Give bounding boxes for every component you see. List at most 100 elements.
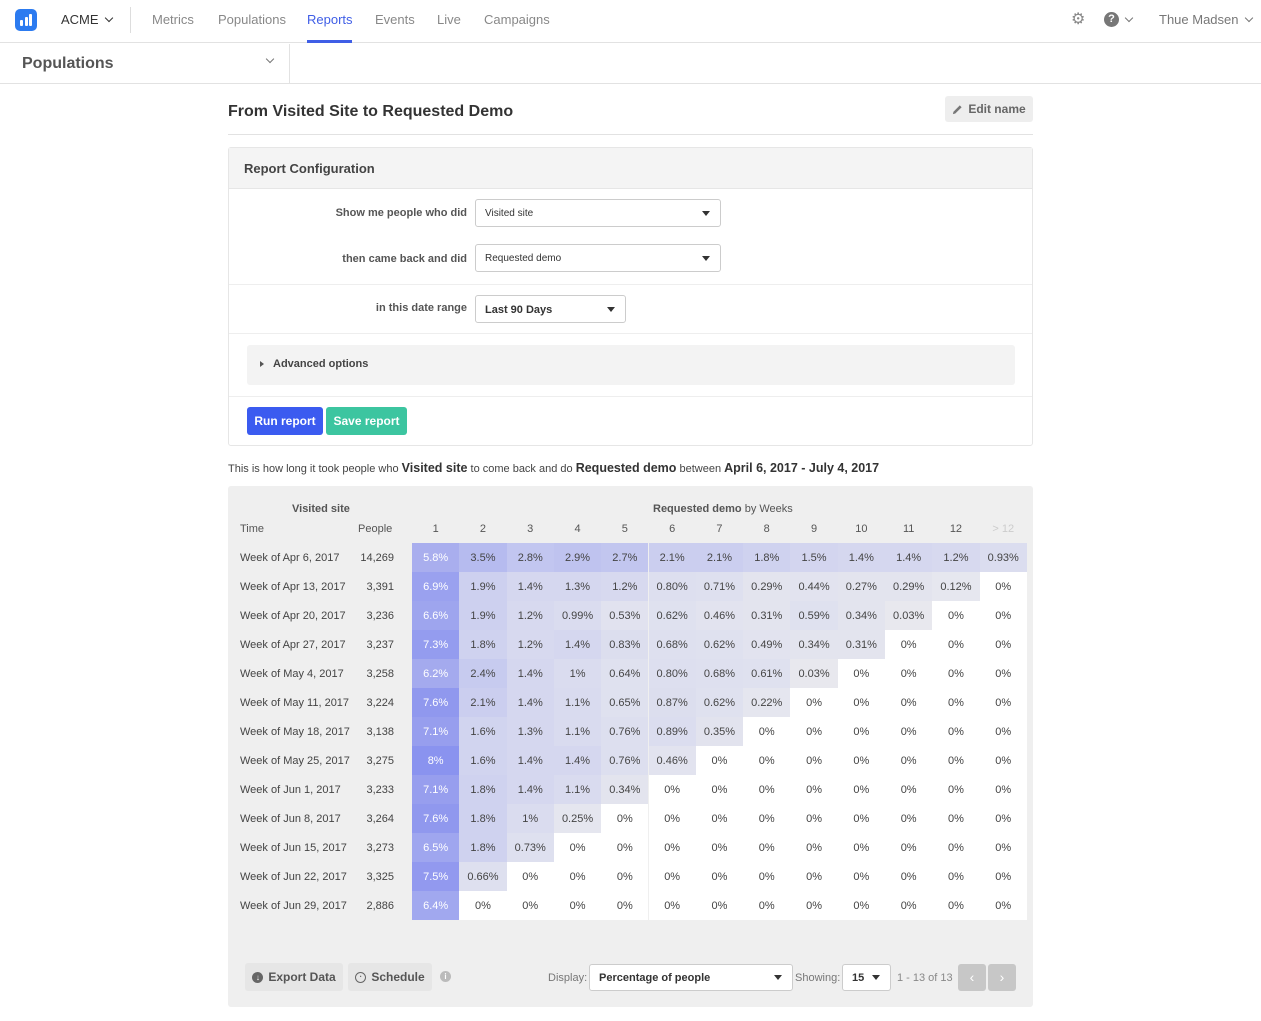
retention-cell[interactable]: 0% bbox=[743, 833, 791, 862]
retention-cell[interactable]: 0.53% bbox=[601, 601, 649, 630]
retention-cell[interactable]: 1.4% bbox=[553, 630, 602, 659]
retention-cell[interactable]: 0% bbox=[932, 601, 980, 630]
retention-cell[interactable]: 0% bbox=[885, 804, 933, 833]
retention-cell[interactable]: 0% bbox=[506, 891, 554, 920]
retention-cell[interactable]: 0.34% bbox=[790, 630, 838, 659]
retention-cell[interactable]: 0% bbox=[932, 833, 980, 862]
retention-cell[interactable]: 0% bbox=[885, 717, 933, 746]
run-report-button[interactable]: Run report bbox=[247, 407, 323, 435]
retention-cell[interactable]: 1.9% bbox=[459, 601, 507, 630]
retention-cell[interactable]: 0% bbox=[932, 804, 980, 833]
retention-cell[interactable]: 0.65% bbox=[601, 688, 649, 717]
retention-cell[interactable]: 1.4% bbox=[553, 746, 602, 775]
retention-cell[interactable]: 8% bbox=[412, 746, 460, 775]
retention-cell[interactable]: 0% bbox=[743, 862, 791, 891]
retention-cell[interactable]: 1.2% bbox=[932, 543, 980, 572]
retention-cell[interactable]: 0% bbox=[979, 833, 1027, 862]
retention-cell[interactable]: 0% bbox=[932, 891, 980, 920]
retention-cell[interactable]: 0.44% bbox=[790, 572, 838, 601]
retention-cell[interactable]: 0.46% bbox=[648, 746, 696, 775]
retention-cell[interactable]: 5.8% bbox=[412, 543, 460, 572]
retention-cell[interactable]: 0% bbox=[695, 891, 744, 920]
retention-cell[interactable]: 0% bbox=[932, 688, 980, 717]
retention-cell[interactable]: 0.76% bbox=[601, 746, 649, 775]
nav-live[interactable]: Live bbox=[437, 12, 461, 27]
retention-cell[interactable]: 1.4% bbox=[506, 688, 554, 717]
retention-cell[interactable]: 1.4% bbox=[506, 746, 554, 775]
retention-cell[interactable]: 0% bbox=[885, 659, 933, 688]
retention-cell[interactable]: 7.3% bbox=[412, 630, 460, 659]
retention-cell[interactable]: 0.27% bbox=[837, 572, 885, 601]
retention-cell[interactable]: 1.8% bbox=[459, 775, 507, 804]
retention-cell[interactable]: 3.5% bbox=[459, 543, 507, 572]
retention-cell[interactable]: 0% bbox=[648, 833, 696, 862]
prev-page-icon[interactable]: ‹ bbox=[958, 964, 986, 991]
retention-cell[interactable]: 1.4% bbox=[506, 572, 554, 601]
retention-cell[interactable]: 0% bbox=[695, 833, 744, 862]
retention-cell[interactable]: 1.8% bbox=[459, 630, 507, 659]
retention-cell[interactable]: 0% bbox=[790, 717, 838, 746]
retention-cell[interactable]: 0% bbox=[790, 891, 838, 920]
retention-cell[interactable]: 0% bbox=[743, 775, 791, 804]
retention-cell[interactable]: 0% bbox=[885, 833, 933, 862]
page-size-select[interactable]: 15 bbox=[842, 964, 891, 991]
next-page-icon[interactable]: › bbox=[988, 964, 1016, 991]
retention-cell[interactable]: 1.1% bbox=[553, 717, 602, 746]
retention-cell[interactable]: 0.76% bbox=[601, 717, 649, 746]
retention-cell[interactable]: 0% bbox=[648, 804, 696, 833]
retention-cell[interactable]: 0.68% bbox=[695, 659, 744, 688]
retention-cell[interactable]: 0% bbox=[506, 862, 554, 891]
populations-selector[interactable]: Populations bbox=[0, 44, 290, 84]
help-menu[interactable]: ? bbox=[1104, 12, 1134, 27]
retention-cell[interactable]: 0% bbox=[695, 862, 744, 891]
retention-cell[interactable]: 0.71% bbox=[695, 572, 744, 601]
retention-cell[interactable]: 0% bbox=[601, 862, 649, 891]
retention-cell[interactable]: 6.4% bbox=[412, 891, 460, 920]
retention-cell[interactable]: 0.31% bbox=[837, 630, 885, 659]
retention-cell[interactable]: 0% bbox=[695, 804, 744, 833]
retention-cell[interactable]: 0% bbox=[459, 891, 507, 920]
retention-cell[interactable]: 0% bbox=[837, 717, 885, 746]
retention-cell[interactable]: 0% bbox=[837, 659, 885, 688]
app-logo-icon[interactable] bbox=[15, 9, 37, 31]
retention-cell[interactable]: 0.80% bbox=[648, 659, 696, 688]
retention-cell[interactable]: 0% bbox=[932, 862, 980, 891]
retention-cell[interactable]: 0% bbox=[885, 775, 933, 804]
retention-cell[interactable]: 0.83% bbox=[601, 630, 649, 659]
retention-cell[interactable]: 0% bbox=[979, 688, 1027, 717]
retention-cell[interactable]: 0.29% bbox=[743, 572, 791, 601]
retention-cell[interactable]: 0.93% bbox=[979, 543, 1027, 572]
retention-cell[interactable]: 0% bbox=[648, 891, 696, 920]
retention-cell[interactable]: 1.4% bbox=[837, 543, 885, 572]
retention-cell[interactable]: 7.5% bbox=[412, 862, 460, 891]
retention-cell[interactable]: 0% bbox=[885, 891, 933, 920]
retention-cell[interactable]: 0% bbox=[837, 891, 885, 920]
retention-cell[interactable]: 7.1% bbox=[412, 717, 460, 746]
retention-cell[interactable]: 0.99% bbox=[553, 601, 602, 630]
retention-cell[interactable]: 0% bbox=[601, 804, 649, 833]
retention-cell[interactable]: 0% bbox=[979, 630, 1027, 659]
retention-cell[interactable]: 0% bbox=[648, 775, 696, 804]
retention-cell[interactable]: 0% bbox=[837, 804, 885, 833]
retention-cell[interactable]: 0% bbox=[837, 688, 885, 717]
retention-cell[interactable]: 0% bbox=[837, 862, 885, 891]
retention-cell[interactable]: 0.49% bbox=[743, 630, 791, 659]
retention-cell[interactable]: 0.34% bbox=[837, 601, 885, 630]
retention-cell[interactable]: 7.6% bbox=[412, 688, 460, 717]
retention-cell[interactable]: 1% bbox=[553, 659, 602, 688]
nav-metrics[interactable]: Metrics bbox=[152, 12, 194, 27]
retention-cell[interactable]: 0.29% bbox=[885, 572, 933, 601]
retention-cell[interactable]: 0.22% bbox=[743, 688, 791, 717]
retention-cell[interactable]: 0% bbox=[837, 833, 885, 862]
retention-cell[interactable]: 0.25% bbox=[553, 804, 602, 833]
retention-cell[interactable]: 0.87% bbox=[648, 688, 696, 717]
retention-cell[interactable]: 1.2% bbox=[601, 572, 649, 601]
retention-cell[interactable]: 0% bbox=[979, 746, 1027, 775]
retention-cell[interactable]: 0% bbox=[790, 775, 838, 804]
retention-cell[interactable]: 0.89% bbox=[648, 717, 696, 746]
retention-cell[interactable]: 0.66% bbox=[459, 862, 507, 891]
retention-cell[interactable]: 0% bbox=[885, 746, 933, 775]
retention-cell[interactable]: 0.68% bbox=[648, 630, 696, 659]
retention-cell[interactable]: 0% bbox=[885, 630, 933, 659]
retention-cell[interactable]: 2.9% bbox=[553, 543, 602, 572]
